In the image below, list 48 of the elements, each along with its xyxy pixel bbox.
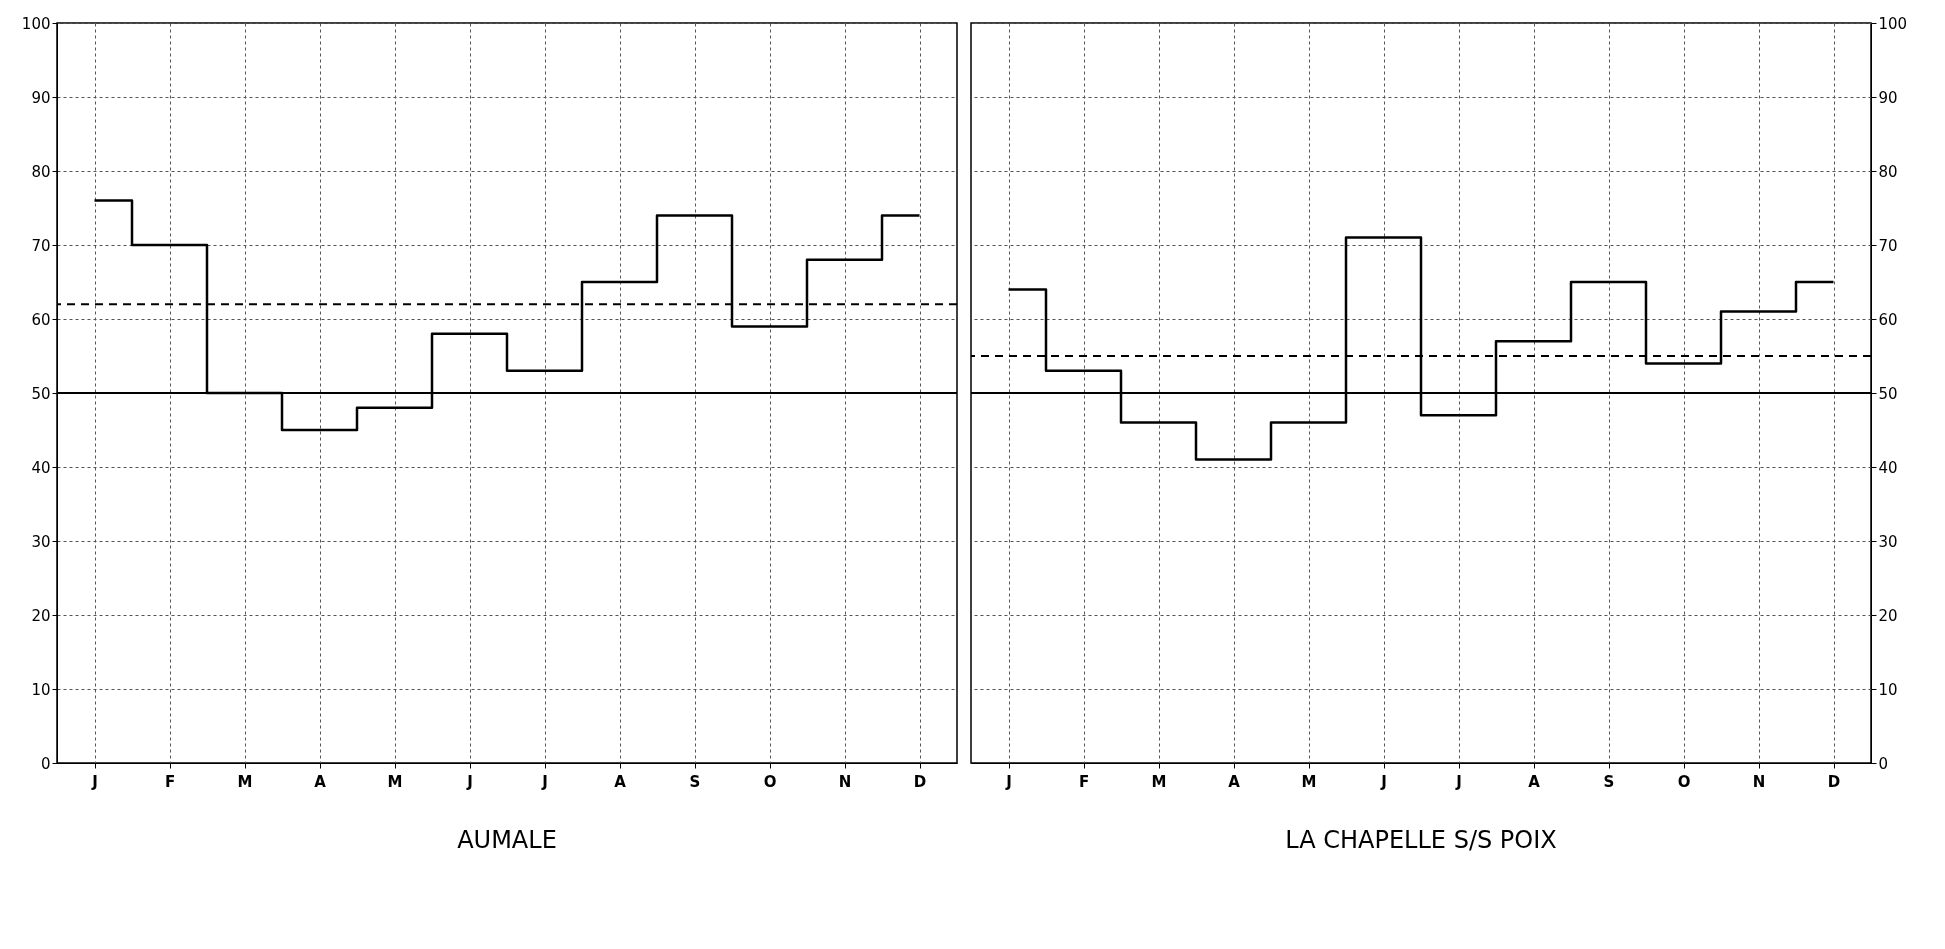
text: LA CHAPELLE S/S POIX	[1285, 826, 1557, 854]
x-tick-label: O	[1677, 772, 1691, 791]
x-tick-label: J	[541, 772, 548, 791]
y-tick-label: 70	[31, 236, 51, 255]
x-tick-label: F	[1078, 772, 1090, 791]
x-tick-label: M	[387, 772, 403, 791]
y-tick-label: 60	[31, 310, 51, 329]
x-tick-label: J	[1380, 772, 1387, 791]
y2-tick-label: 80	[1878, 162, 1898, 181]
x-tick-label: O	[763, 772, 777, 791]
x-tick-label: A	[314, 772, 327, 791]
y2-tick-label: 40	[1878, 458, 1898, 477]
y-tick-label: 20	[31, 606, 51, 625]
x-tick-label: A	[1228, 772, 1241, 791]
x-tick-label: S	[1603, 772, 1615, 791]
x-tick-label: A	[614, 772, 627, 791]
y2-tick-label: 30	[1878, 532, 1898, 551]
y2-tick-label: 100	[1878, 14, 1908, 33]
y-tick-label: 10	[31, 680, 51, 699]
y-tick-label: 30	[31, 532, 51, 551]
y2-tick-label: 0	[1878, 754, 1889, 773]
x-tick-label: F	[164, 772, 176, 791]
y-tick-label: 0	[40, 754, 51, 773]
x-tick-label: N	[838, 772, 852, 791]
x-tick-label: D	[1827, 772, 1841, 791]
x-tick-label: M	[1301, 772, 1317, 791]
y2-tick-label: 20	[1878, 606, 1898, 625]
text: AUMALE	[457, 826, 557, 854]
x-tick-label: S	[689, 772, 701, 791]
y-tick-label: 100	[21, 14, 51, 33]
y2-tick-label: 60	[1878, 310, 1898, 329]
y2-tick-label: 90	[1878, 88, 1898, 107]
y-tick-label: 40	[31, 458, 51, 477]
x-tick-label: A	[1528, 772, 1541, 791]
x-tick-label: N	[1752, 772, 1766, 791]
y-tick-label: 80	[31, 162, 51, 181]
x-tick-label: J	[1455, 772, 1462, 791]
x-tick-label: J	[466, 772, 473, 791]
x-tick-label: D	[913, 772, 927, 791]
x-tick-label: J	[1005, 772, 1012, 791]
y-tick-label: 90	[31, 88, 51, 107]
x-tick-label: J	[91, 772, 98, 791]
y-tick-label: 50	[31, 384, 51, 403]
y2-tick-label: 10	[1878, 680, 1898, 699]
x-tick-label: M	[1151, 772, 1167, 791]
x-tick-label: M	[237, 772, 253, 791]
y2-tick-label: 70	[1878, 236, 1898, 255]
y2-tick-label: 50	[1878, 384, 1898, 403]
